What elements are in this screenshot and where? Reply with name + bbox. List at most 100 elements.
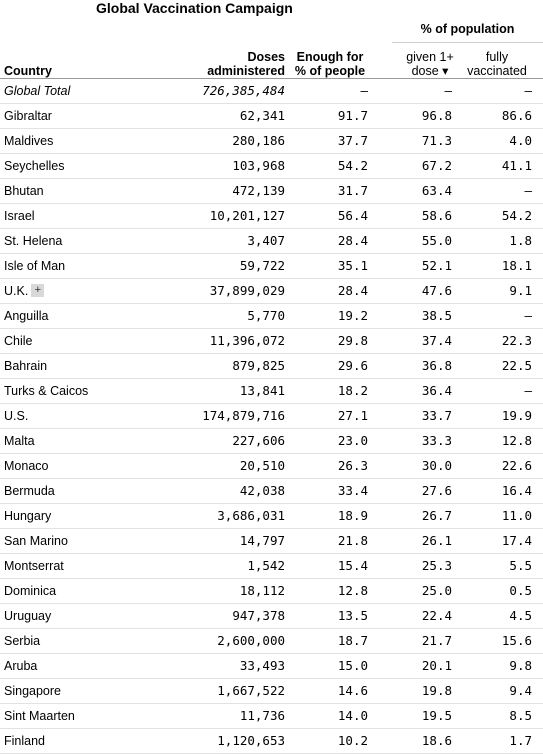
country-cell: Gibraltar (4, 109, 52, 123)
doses-cell: 20,510 (239, 458, 285, 473)
doses-cell: 2,600,000 (217, 633, 285, 648)
fully-vaccinated-cell: – (524, 383, 532, 398)
fully-vaccinated-cell: 9.8 (509, 658, 532, 673)
country-cell: Chile (4, 334, 33, 348)
given-one-dose-cell: 47.6 (421, 283, 452, 298)
country-cell: Bahrain (4, 359, 48, 373)
table-row-global-total: Global Total 726,385,484 – – – (0, 79, 543, 104)
country-cell: Hungary (4, 509, 52, 523)
table-row: Aruba 33,493 15.0 20.1 9.8 (0, 654, 543, 679)
given-one-dose-cell: 71.3 (421, 133, 452, 148)
table-row: Monaco 20,510 26.3 30.0 22.6 (0, 454, 543, 479)
column-header-fully[interactable]: fully vaccinated (462, 44, 532, 78)
fully-vaccinated-cell: 11.0 (501, 508, 532, 523)
enough-for-cell: 54.2 (337, 158, 368, 173)
given-one-dose-cell: 19.8 (421, 683, 452, 698)
fully-vaccinated-cell: – (524, 183, 532, 198)
column-header-country[interactable]: Country (4, 44, 144, 78)
group-header-divider (392, 42, 543, 43)
doses-cell: 1,120,653 (217, 733, 285, 748)
doses-cell: 42,038 (239, 483, 285, 498)
fully-vaccinated-cell: 16.4 (501, 483, 532, 498)
country-cell: Monaco (4, 459, 49, 473)
country-cell: Isle of Man (4, 259, 66, 273)
table-row: Serbia 2,600,000 18.7 21.7 15.6 (0, 629, 543, 654)
chart-title: Global Vaccination Campaign (96, 0, 293, 16)
country-cell: Dominica (4, 584, 57, 598)
fully-vaccinated-cell: 12.8 (501, 433, 532, 448)
column-header-given[interactable]: given 1+ dose ▾ (392, 44, 468, 78)
given-one-dose-cell: 18.6 (421, 733, 452, 748)
given-one-dose-cell: 33.7 (421, 408, 452, 423)
country-cell: Singapore (4, 684, 61, 698)
doses-cell: 11,396,072 (209, 333, 285, 348)
fully-vaccinated-cell: 9.4 (509, 683, 532, 698)
enough-for-cell: 35.1 (337, 258, 368, 273)
country-cell: Montserrat (4, 559, 64, 573)
enough-for-cell: – (360, 83, 368, 98)
enough-for-cell: 56.4 (337, 208, 368, 223)
country-cell: Seychelles (4, 159, 65, 173)
doses-cell: 5,770 (247, 308, 285, 323)
given-one-dose-cell: 27.6 (421, 483, 452, 498)
doses-cell: 726,385,484 (202, 83, 285, 98)
table-row: U.K. +37,899,029 28.4 47.6 9.1 (0, 279, 543, 304)
country-cell: Maldives (4, 134, 54, 148)
enough-for-cell: 29.6 (337, 358, 368, 373)
given-one-dose-cell: 63.4 (421, 183, 452, 198)
given-one-dose-cell: 21.7 (421, 633, 452, 648)
column-header-enough-label: Enough for % of people (294, 50, 366, 78)
enough-for-cell: 26.3 (337, 458, 368, 473)
enough-for-cell: 18.7 (337, 633, 368, 648)
doses-cell: 14,797 (239, 533, 285, 548)
table-row: Bermuda 42,038 33.4 27.6 16.4 (0, 479, 543, 504)
table-row: Singapore 1,667,522 14.6 19.8 9.4 (0, 679, 543, 704)
table-row: Bahrain 879,825 29.6 36.8 22.5 (0, 354, 543, 379)
enough-for-cell: 15.0 (337, 658, 368, 673)
table-row: Isle of Man 59,722 35.1 52.1 18.1 (0, 254, 543, 279)
fully-vaccinated-cell: 22.6 (501, 458, 532, 473)
table-row: Hungary 3,686,031 18.9 26.7 11.0 (0, 504, 543, 529)
doses-cell: 33,493 (239, 658, 285, 673)
enough-for-cell: 28.4 (337, 233, 368, 248)
given-one-dose-cell: 22.4 (421, 608, 452, 623)
doses-cell: 227,606 (232, 433, 285, 448)
given-one-dose-cell: 67.2 (421, 158, 452, 173)
doses-cell: 1,667,522 (217, 683, 285, 698)
doses-cell: 62,341 (239, 108, 285, 123)
country-cell: Israel (4, 209, 35, 223)
table-row: Israel 10,201,127 56.4 58.6 54.2 (0, 204, 543, 229)
fully-vaccinated-cell: – (524, 83, 532, 98)
doses-cell: 18,112 (239, 583, 285, 598)
doses-cell: 472,139 (232, 183, 285, 198)
enough-for-cell: 23.0 (337, 433, 368, 448)
enough-for-cell: 28.4 (337, 283, 368, 298)
column-header-country-label: Country (4, 64, 52, 78)
given-one-dose-cell: 26.1 (421, 533, 452, 548)
table-row: St. Helena 3,407 28.4 55.0 1.8 (0, 229, 543, 254)
population-group-header: % of population (420, 22, 515, 36)
country-cell: Finland (4, 734, 45, 748)
column-header-enough[interactable]: Enough for % of people (290, 44, 368, 78)
doses-cell: 103,968 (232, 158, 285, 173)
fully-vaccinated-cell: 1.7 (509, 733, 532, 748)
country-cell: U.S. (4, 409, 29, 423)
doses-cell: 280,186 (232, 133, 285, 148)
enough-for-cell: 18.9 (337, 508, 368, 523)
doses-cell: 37,899,029 (209, 283, 285, 298)
country-label: U.K. (4, 284, 29, 298)
fully-vaccinated-cell: 54.2 (501, 208, 532, 223)
doses-cell: 947,378 (232, 608, 285, 623)
table-row: Seychelles 103,968 54.2 67.2 41.1 (0, 154, 543, 179)
table-row: Maldives 280,186 37.7 71.3 4.0 (0, 129, 543, 154)
fully-vaccinated-cell: 8.5 (509, 708, 532, 723)
country-cell: Global Total (4, 84, 71, 98)
country-cell: Malta (4, 434, 35, 448)
expand-plus-icon[interactable]: + (31, 284, 45, 298)
table-row: Bhutan 472,139 31.7 63.4 – (0, 179, 543, 204)
column-header-doses[interactable]: Doses administered (150, 44, 285, 78)
given-one-dose-cell: 58.6 (421, 208, 452, 223)
given-one-dose-cell: 25.3 (421, 558, 452, 573)
enough-for-cell: 15.4 (337, 558, 368, 573)
